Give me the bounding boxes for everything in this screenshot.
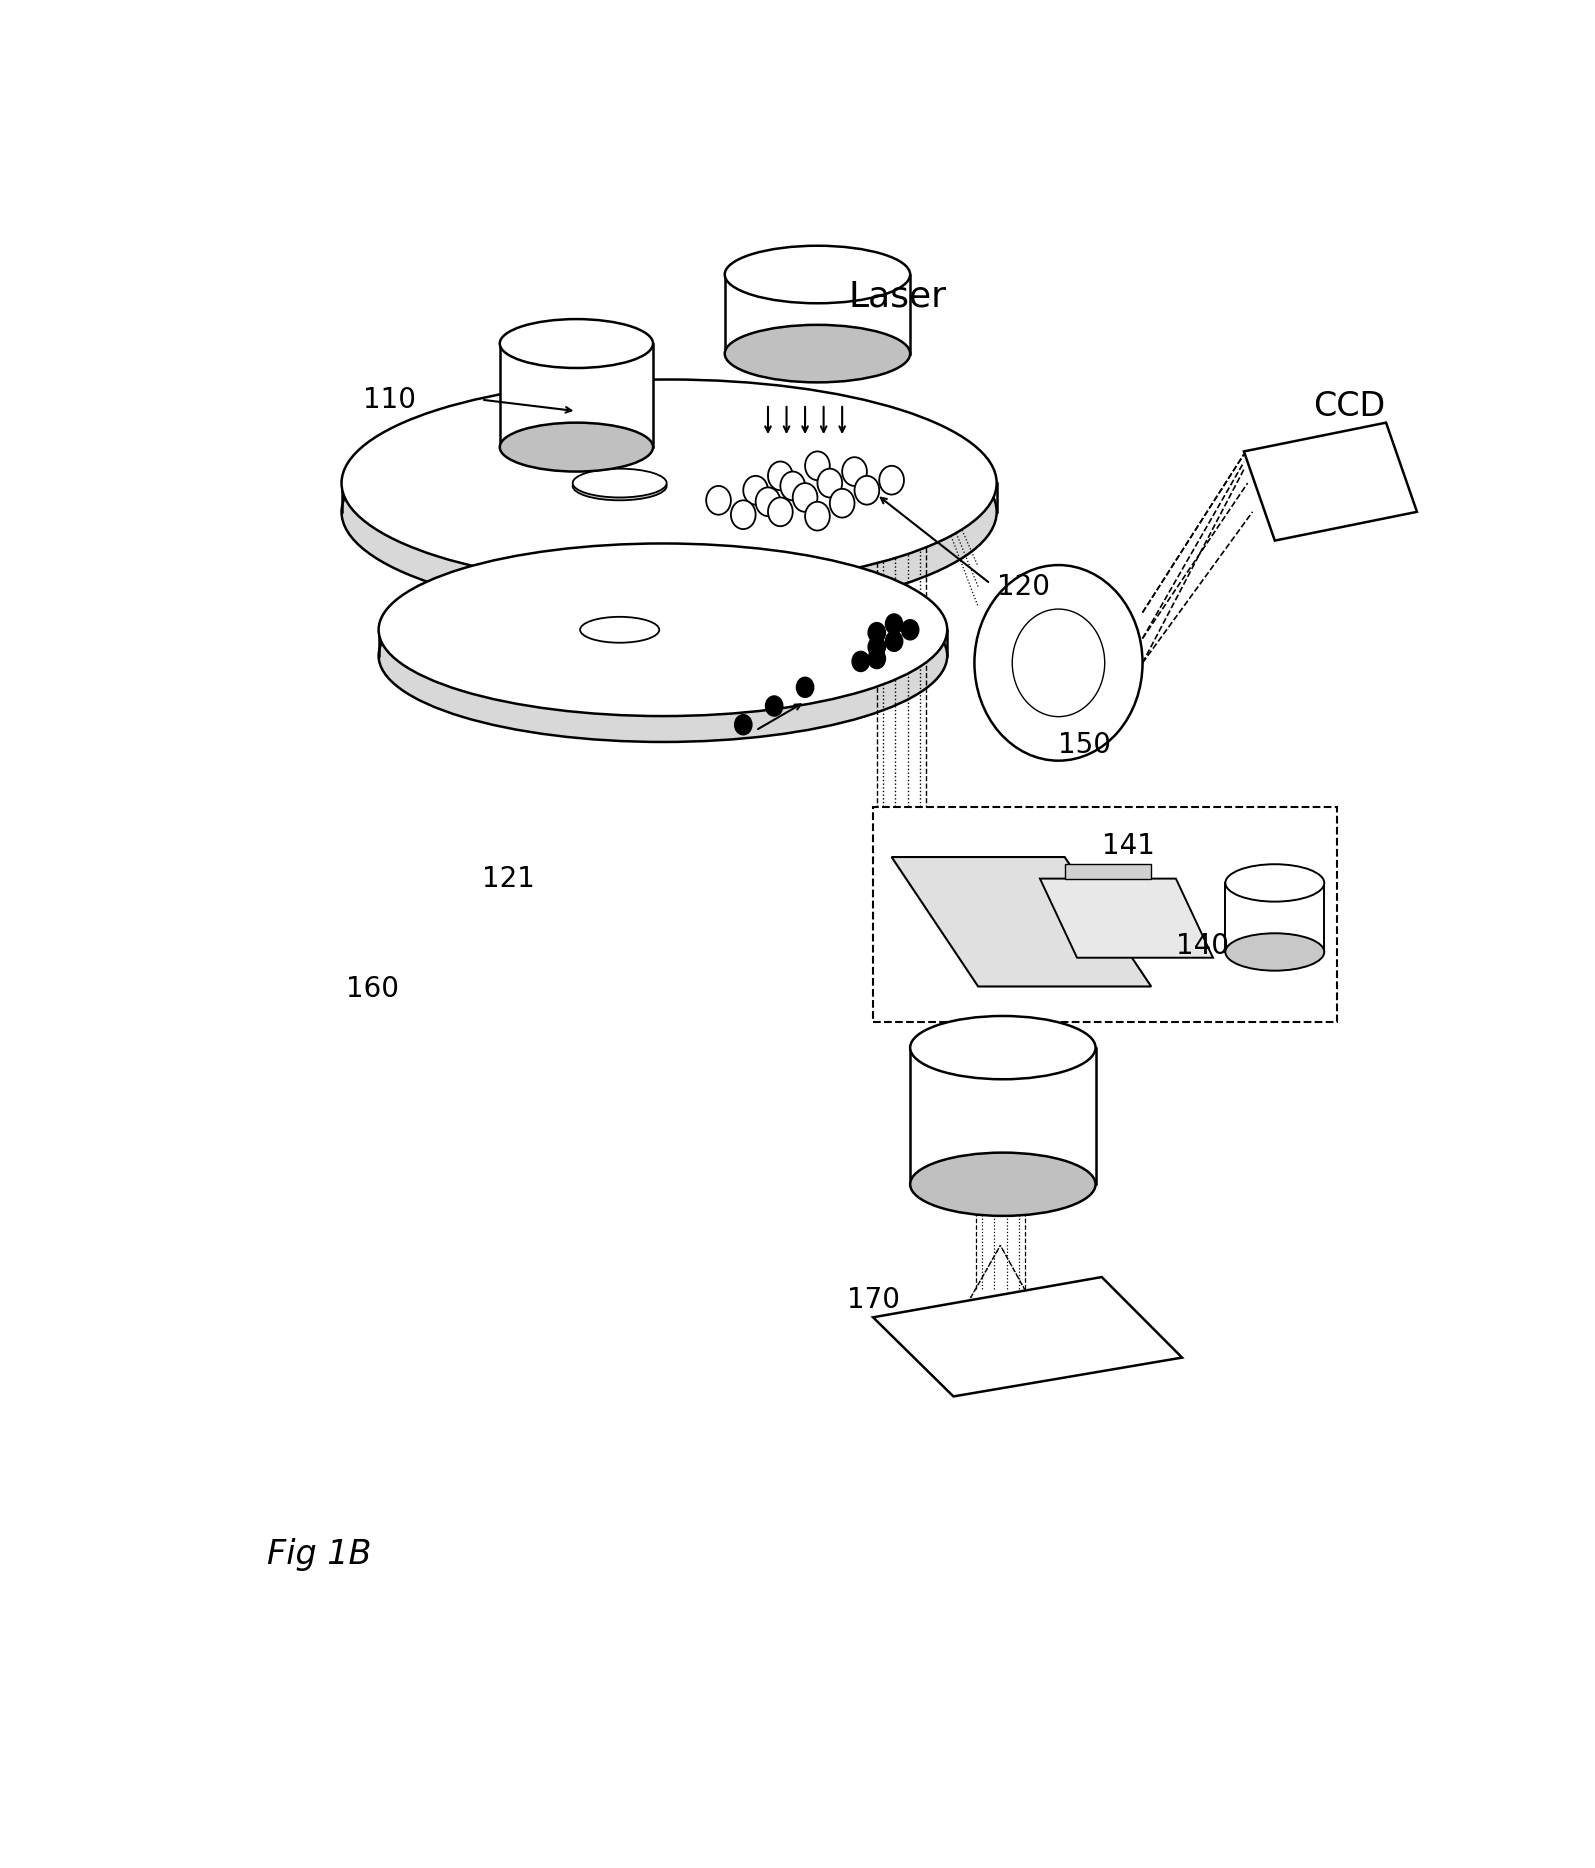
- Text: 120: 120: [997, 573, 1050, 601]
- Ellipse shape: [911, 1153, 1096, 1216]
- Text: 160: 160: [346, 975, 399, 1003]
- Circle shape: [796, 678, 813, 697]
- Text: Fig 1B: Fig 1B: [268, 1537, 372, 1571]
- Polygon shape: [1244, 422, 1416, 540]
- Ellipse shape: [1225, 865, 1324, 902]
- Circle shape: [743, 476, 769, 504]
- Polygon shape: [378, 630, 947, 656]
- Circle shape: [868, 648, 885, 669]
- Ellipse shape: [724, 325, 911, 383]
- Ellipse shape: [573, 471, 667, 501]
- Polygon shape: [341, 484, 997, 512]
- Circle shape: [735, 715, 751, 734]
- Circle shape: [885, 631, 903, 652]
- Bar: [872, 807, 1337, 1022]
- Circle shape: [975, 564, 1142, 760]
- Circle shape: [707, 486, 731, 516]
- Circle shape: [766, 697, 783, 715]
- Ellipse shape: [573, 469, 667, 497]
- Ellipse shape: [1225, 934, 1324, 971]
- Circle shape: [842, 458, 868, 486]
- Circle shape: [852, 652, 869, 671]
- Circle shape: [805, 452, 829, 480]
- Ellipse shape: [499, 422, 652, 471]
- Polygon shape: [872, 1278, 1182, 1397]
- Polygon shape: [1065, 865, 1152, 878]
- Circle shape: [855, 476, 879, 504]
- Circle shape: [885, 615, 903, 633]
- Circle shape: [731, 501, 756, 529]
- Circle shape: [829, 489, 855, 517]
- Circle shape: [793, 484, 818, 512]
- Ellipse shape: [911, 1016, 1096, 1080]
- Circle shape: [805, 502, 829, 531]
- Circle shape: [901, 620, 919, 641]
- Ellipse shape: [341, 409, 997, 615]
- Circle shape: [756, 488, 780, 516]
- Circle shape: [769, 461, 793, 489]
- Circle shape: [769, 497, 793, 527]
- Circle shape: [780, 471, 805, 501]
- Ellipse shape: [378, 544, 947, 715]
- Polygon shape: [1225, 884, 1324, 953]
- Ellipse shape: [581, 616, 659, 643]
- Circle shape: [879, 465, 904, 495]
- Circle shape: [818, 469, 842, 497]
- Text: 170: 170: [847, 1285, 900, 1313]
- Polygon shape: [911, 1048, 1096, 1184]
- Circle shape: [868, 622, 885, 643]
- Ellipse shape: [499, 319, 652, 368]
- Text: Laser: Laser: [849, 280, 947, 314]
- Circle shape: [868, 637, 885, 658]
- Polygon shape: [724, 275, 911, 353]
- Ellipse shape: [341, 379, 997, 587]
- Polygon shape: [1040, 878, 1214, 958]
- Polygon shape: [499, 344, 652, 446]
- Ellipse shape: [378, 570, 947, 742]
- Text: 140: 140: [1176, 932, 1228, 960]
- Text: 121: 121: [482, 865, 534, 893]
- Text: 150: 150: [1059, 730, 1112, 758]
- Text: CCD: CCD: [1313, 390, 1384, 422]
- Text: 110: 110: [362, 385, 416, 413]
- Polygon shape: [892, 857, 1152, 986]
- Ellipse shape: [724, 247, 911, 303]
- Text: 141: 141: [1102, 831, 1155, 859]
